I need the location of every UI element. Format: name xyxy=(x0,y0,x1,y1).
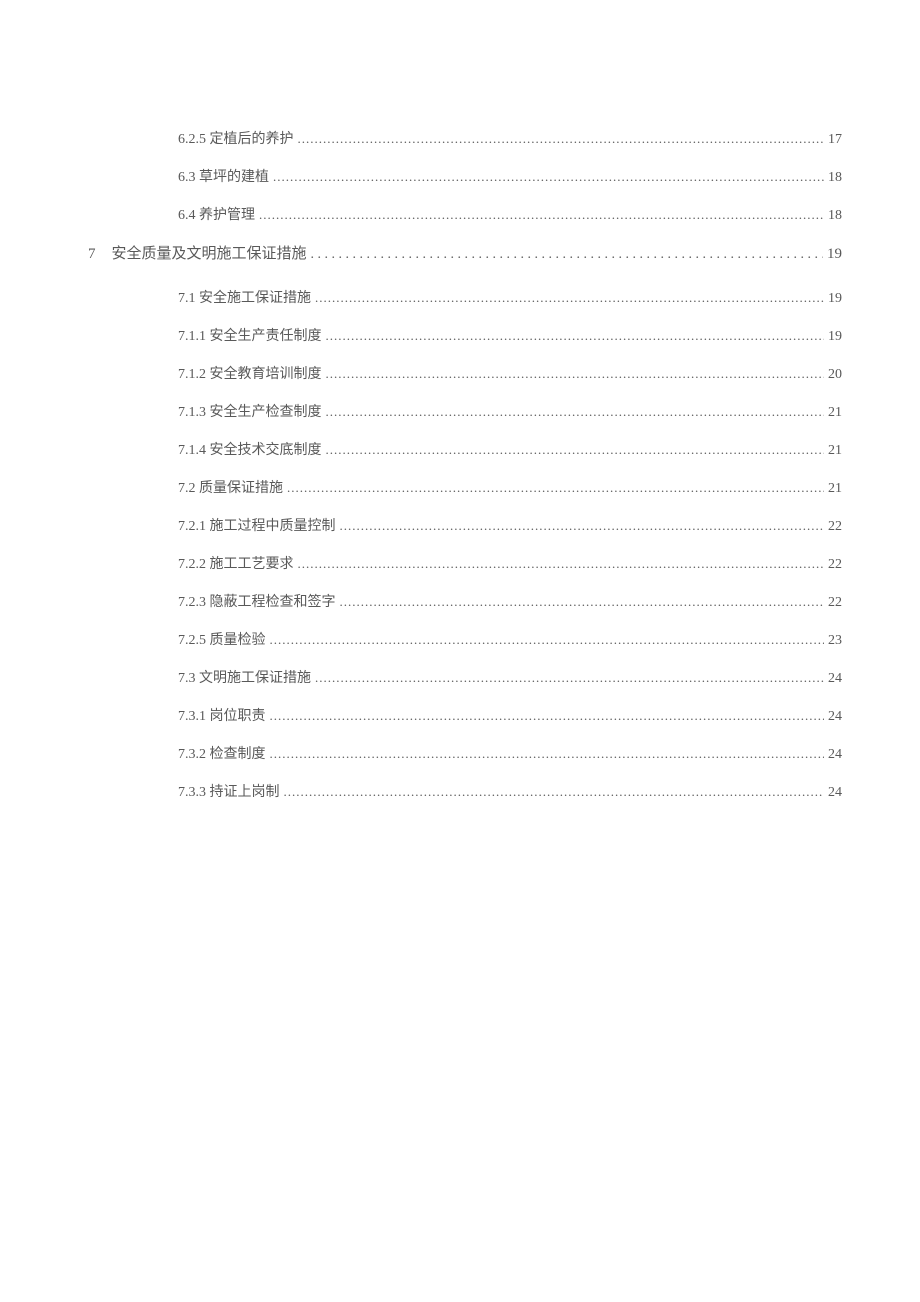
toc-page-number: 24 xyxy=(828,747,842,763)
toc-entry-label: 7.3.1 岗位职责 xyxy=(178,705,266,725)
toc-leader-dots xyxy=(298,131,825,148)
toc-page-number: 24 xyxy=(828,671,842,687)
toc-page-number: 19 xyxy=(828,329,842,345)
toc-leader-dots xyxy=(284,784,825,801)
toc-entry-label: 7.2.2 施工工艺要求 xyxy=(178,553,294,573)
toc-entry: 7.1.2 安全教育培训制度 20 xyxy=(178,363,842,383)
toc-entry: 7.1.4 安全技术交底制度 21 xyxy=(178,439,842,459)
toc-entry: 7.2.1 施工过程中质量控制 22 xyxy=(178,515,842,535)
toc-entry-label: 7.1.1 安全生产责任制度 xyxy=(178,325,322,345)
toc-leader-dots xyxy=(326,404,825,421)
toc-leader-dots xyxy=(270,746,825,763)
toc-entry-label: 7.2.3 隐蔽工程检查和签字 xyxy=(178,591,336,611)
toc-entry-label: 7.2.5 质量检验 xyxy=(178,629,266,649)
toc-entry: 7.2.3 隐蔽工程检查和签字 22 xyxy=(178,591,842,611)
toc-page-number: 18 xyxy=(828,170,842,186)
toc-entry: 7.1 安全施工保证措施 19 xyxy=(178,287,842,307)
toc-leader-dots xyxy=(273,169,824,186)
toc-entry: 7.3.3 持证上岗制 24 xyxy=(178,781,842,801)
toc-section-number: 7 xyxy=(88,246,96,263)
toc-entry: 7.3.2 检查制度 24 xyxy=(178,743,842,763)
toc-page-number: 17 xyxy=(828,132,842,148)
toc-leader-dots xyxy=(287,480,824,497)
toc-leader-dots xyxy=(326,442,825,459)
toc-page-number: 22 xyxy=(828,519,842,535)
toc-entry-label: 7.3.3 持证上岗制 xyxy=(178,781,280,801)
toc-page-number: 18 xyxy=(828,208,842,224)
toc-entry: 7.1.3 安全生产检查制度 21 xyxy=(178,401,842,421)
toc-leader-dots xyxy=(326,366,825,383)
toc-leader-dots xyxy=(259,207,824,224)
toc-entry: 7.2.5 质量检验 23 xyxy=(178,629,842,649)
toc-entry-label: 7.3.2 检查制度 xyxy=(178,743,266,763)
toc-page-number: 19 xyxy=(827,246,842,263)
toc-leader-dots xyxy=(298,556,825,573)
toc-entry: 7 安全质量及文明施工保证措施 19 xyxy=(88,242,842,263)
toc-entry: 6.3 草坪的建植 18 xyxy=(178,166,842,186)
toc-entry: 6.4 养护管理 18 xyxy=(178,204,842,224)
toc-leader-dots xyxy=(340,518,825,535)
toc-leader-dots xyxy=(270,632,825,649)
toc-leader-dots xyxy=(326,328,825,345)
toc-page-number: 24 xyxy=(828,785,842,801)
toc-page-number: 21 xyxy=(828,405,842,421)
toc-entry-label: 7.1.4 安全技术交底制度 xyxy=(178,439,322,459)
toc-page-number: 20 xyxy=(828,367,842,383)
toc-entry: 7.1.1 安全生产责任制度 19 xyxy=(178,325,842,345)
toc-entry-label: 6.4 养护管理 xyxy=(178,204,255,224)
toc-entry-label: 7.1 安全施工保证措施 xyxy=(178,287,311,307)
toc-page-number: 24 xyxy=(828,709,842,725)
toc-entry: 7.2.2 施工工艺要求 22 xyxy=(178,553,842,573)
toc-page-number: 22 xyxy=(828,557,842,573)
toc-leader-dots xyxy=(315,670,824,687)
toc-entry-label: 6.3 草坪的建植 xyxy=(178,166,269,186)
toc-entry-label: 7.2 质量保证措施 xyxy=(178,477,283,497)
toc-entry: 7.3 文明施工保证措施 24 xyxy=(178,667,842,687)
toc-entry-label: 7.1.3 安全生产检查制度 xyxy=(178,401,322,421)
toc-entry-label: 7.2.1 施工过程中质量控制 xyxy=(178,515,336,535)
toc-page-number: 19 xyxy=(828,291,842,307)
toc-entry: 6.2.5 定植后的养护 17 xyxy=(178,128,842,148)
toc-entry-label: 7.3 文明施工保证措施 xyxy=(178,667,311,687)
toc-leader-dots xyxy=(315,290,824,307)
toc-page-number: 22 xyxy=(828,595,842,611)
table-of-contents: 6.2.5 定植后的养护 17 6.3 草坪的建植 18 6.4 养护管理 18 7 安全质量… xyxy=(88,128,842,801)
toc-leader-dots xyxy=(311,247,823,263)
toc-page-number: 21 xyxy=(828,443,842,459)
toc-entry: 7.3.1 岗位职责 24 xyxy=(178,705,842,725)
toc-entry: 7.2 质量保证措施 21 xyxy=(178,477,842,497)
toc-entry-label: 7.1.2 安全教育培训制度 xyxy=(178,363,322,383)
toc-entry-label: 安全质量及文明施工保证措施 xyxy=(112,242,307,263)
toc-leader-dots xyxy=(340,594,825,611)
toc-leader-dots xyxy=(270,708,825,725)
toc-entry-label: 6.2.5 定植后的养护 xyxy=(178,128,294,148)
toc-page-number: 21 xyxy=(828,481,842,497)
toc-page-number: 23 xyxy=(828,633,842,649)
